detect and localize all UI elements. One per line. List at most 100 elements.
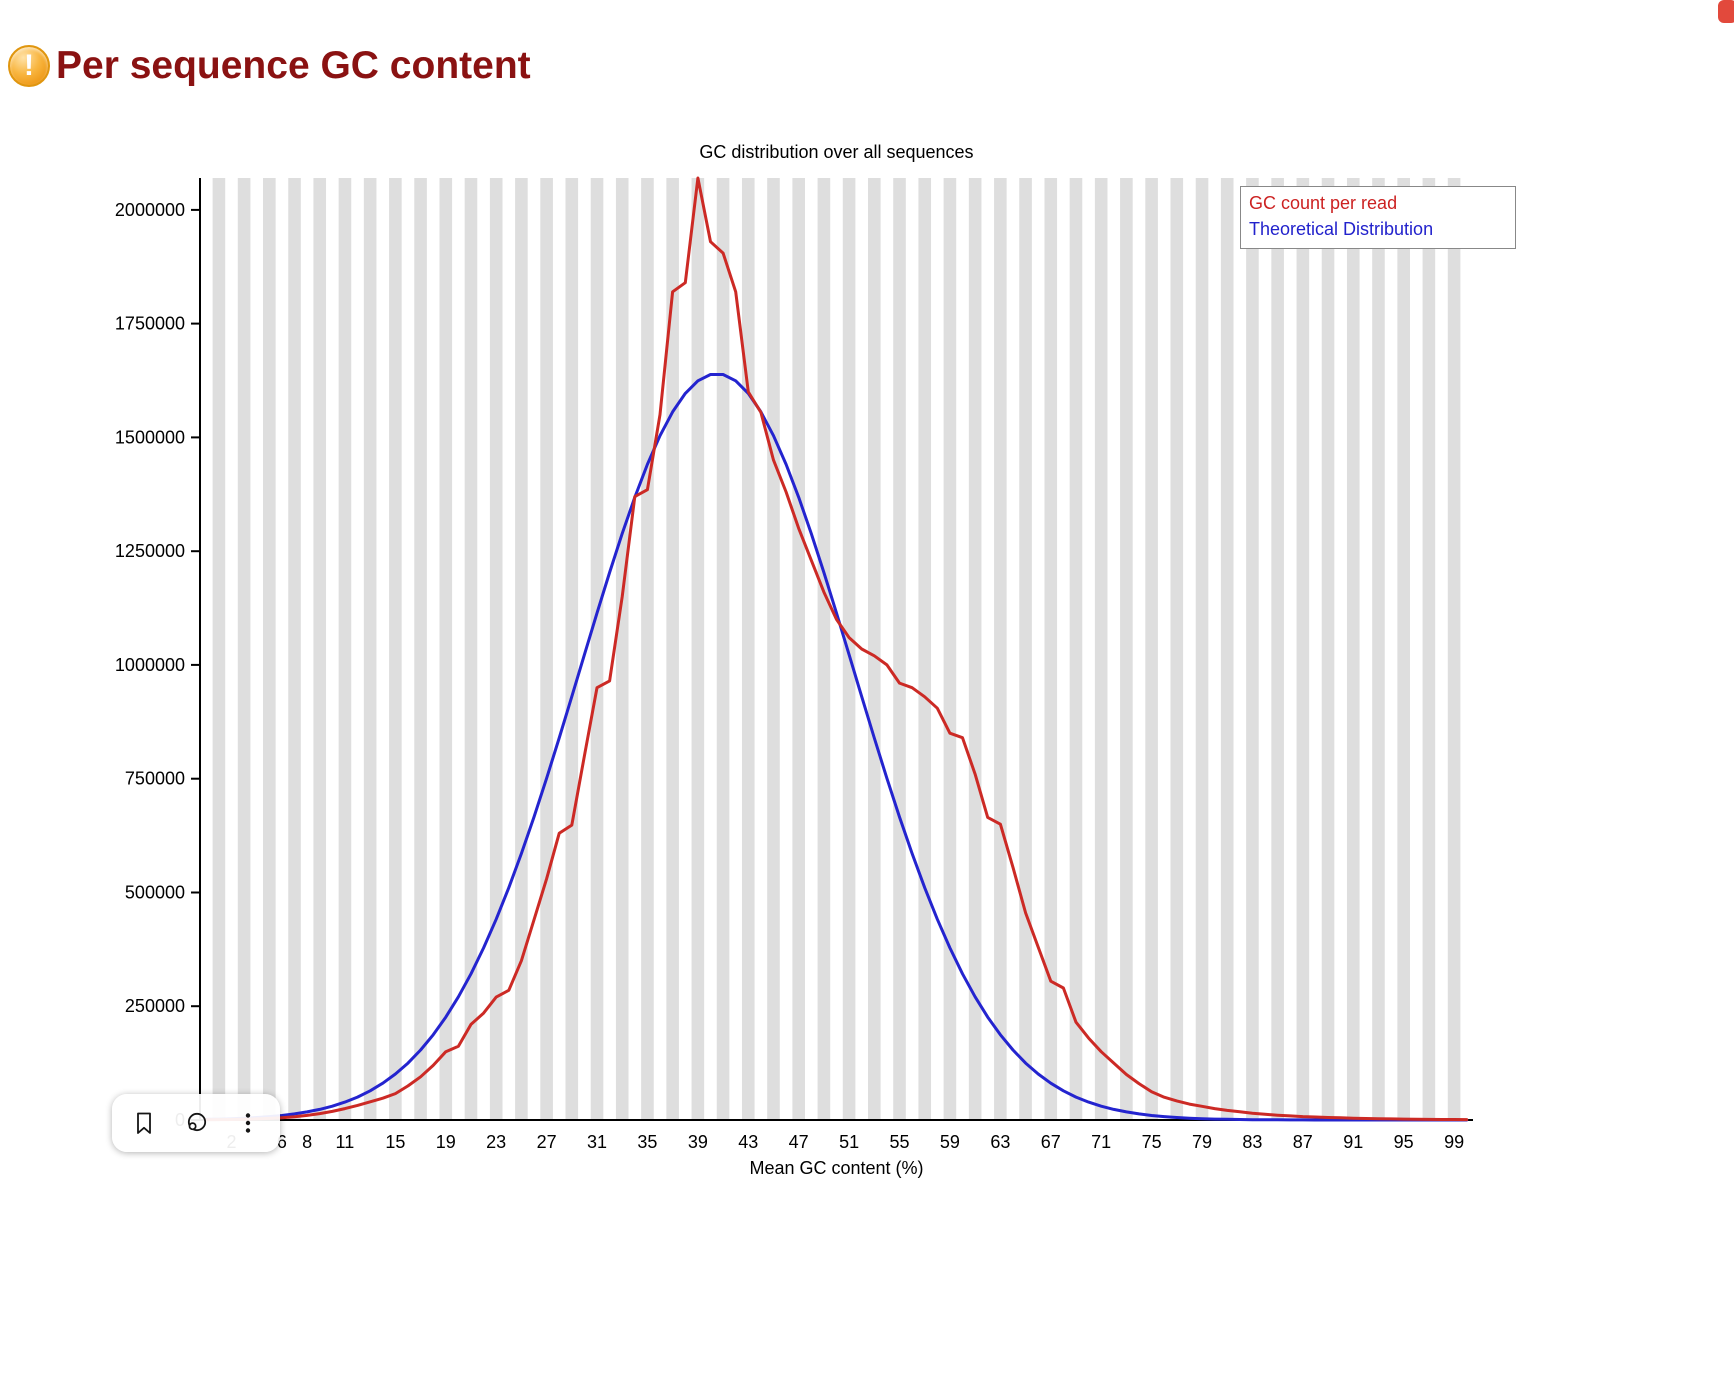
y-tick-label: 2000000 <box>115 200 185 220</box>
grid-stripe <box>943 178 957 1120</box>
corner-red-fragment <box>1718 0 1734 23</box>
grid-stripe <box>1321 178 1335 1120</box>
y-tick-label: 750000 <box>125 769 185 789</box>
grid-stripe <box>994 178 1007 1120</box>
grid-stripe <box>389 178 402 1120</box>
grid-stripe <box>767 178 780 1120</box>
grid-stripe <box>565 178 579 1120</box>
x-tick-label: 91 <box>1343 1132 1363 1152</box>
x-tick-label: 55 <box>889 1132 909 1152</box>
legend-entry-theoretical: Theoretical Distribution <box>1249 219 1434 240</box>
grid-stripe <box>1120 178 1133 1120</box>
grid-stripe <box>792 178 805 1120</box>
legend: GC count per read Theoretical Distributi… <box>1240 186 1516 250</box>
x-tick-label: 71 <box>1091 1132 1111 1152</box>
x-tick-label: 8 <box>302 1132 312 1152</box>
grid-stripe <box>1170 178 1184 1120</box>
grid-stripe <box>1346 178 1360 1120</box>
grid-stripe <box>515 178 528 1120</box>
grid-stripe <box>1271 178 1284 1120</box>
grid-stripe <box>1422 178 1436 1120</box>
y-tick-label: 1000000 <box>115 655 185 675</box>
x-tick-label: 67 <box>1041 1132 1061 1152</box>
x-tick-label: 27 <box>537 1132 557 1152</box>
grid-stripe <box>338 178 352 1120</box>
warning-icon: ! <box>8 45 50 87</box>
series-line-theoretical <box>204 373 1469 1122</box>
grid-stripe <box>1447 178 1461 1120</box>
grid-stripe <box>1397 178 1410 1120</box>
x-axis-title: Mean GC content (%) <box>749 1158 924 1178</box>
section-header: ! Per sequence GC content <box>8 44 531 88</box>
grid-stripe <box>666 178 679 1120</box>
x-tick-label: 23 <box>486 1132 506 1152</box>
y-tick-label: 250000 <box>125 996 185 1016</box>
legend-entry-gc-count: GC count per read <box>1249 193 1398 213</box>
chart-title: GC distribution over all sequences <box>699 142 974 162</box>
more-vertical-icon[interactable] <box>231 1106 265 1140</box>
grid-stripe <box>842 178 856 1120</box>
x-tick-label: 83 <box>1242 1132 1262 1152</box>
grid-stripe <box>540 178 553 1120</box>
bookmark-icon[interactable] <box>127 1106 161 1140</box>
x-tick-label: 95 <box>1394 1132 1414 1152</box>
grid-stripe <box>1372 178 1385 1120</box>
grid-stripe <box>968 178 982 1120</box>
overlay-toolbar <box>112 1094 280 1152</box>
x-tick-label: 63 <box>990 1132 1010 1152</box>
grid-stripe <box>741 178 755 1120</box>
x-tick-label: 79 <box>1192 1132 1212 1152</box>
page-title: Per sequence GC content <box>56 44 531 87</box>
grid-stripe <box>212 178 226 1120</box>
x-tick-label: 31 <box>587 1132 607 1152</box>
y-tick-label: 500000 <box>125 883 185 903</box>
x-tick-label: 75 <box>1142 1132 1162 1152</box>
grid-stripe <box>641 178 654 1120</box>
x-tick-label: 99 <box>1444 1132 1464 1152</box>
grid-stripe <box>918 178 932 1120</box>
x-tick-label: 47 <box>789 1132 809 1152</box>
grid-stripe <box>691 178 705 1120</box>
grid-stripe <box>615 178 629 1120</box>
grid-stripe <box>716 178 730 1120</box>
grid-stripe <box>313 178 327 1120</box>
grid-stripe <box>1094 178 1108 1120</box>
x-tick-label: 15 <box>385 1132 405 1152</box>
x-tick-label: 87 <box>1293 1132 1313 1152</box>
grid-stripe <box>1246 178 1259 1120</box>
x-tick-label: 39 <box>688 1132 708 1152</box>
x-tick-label: 59 <box>940 1132 960 1152</box>
x-tick-label: 6 <box>277 1132 287 1152</box>
x-tick-label: 11 <box>336 1132 355 1152</box>
grid-stripe <box>1145 178 1158 1120</box>
grid-stripe <box>817 178 831 1120</box>
warning-glyph: ! <box>24 49 34 82</box>
x-tick-label: 19 <box>436 1132 456 1152</box>
grid-stripe <box>489 178 503 1120</box>
y-tick-label: 1250000 <box>115 541 185 561</box>
y-tick-label: 1500000 <box>115 427 185 447</box>
y-tick-label: 1750000 <box>115 314 185 334</box>
grid-stripe <box>1220 178 1234 1120</box>
grid-stripe <box>288 178 301 1120</box>
grid-stripe <box>1195 178 1209 1120</box>
x-tick-label: 51 <box>839 1132 859 1152</box>
grid-stripe <box>237 178 251 1120</box>
grid-stripe <box>439 178 453 1120</box>
lens-icon[interactable] <box>179 1106 213 1140</box>
grid-stripe <box>1019 178 1032 1120</box>
grid-stripe <box>263 178 276 1120</box>
grid-stripe <box>1044 178 1058 1120</box>
grid-stripe <box>893 178 906 1120</box>
grid-stripe <box>363 178 377 1120</box>
grid-stripe <box>868 178 881 1120</box>
grid-stripe <box>414 178 427 1120</box>
grid-stripe <box>1069 178 1083 1120</box>
x-tick-label: 35 <box>637 1132 657 1152</box>
x-tick-label: 43 <box>738 1132 758 1152</box>
grid-stripe <box>1296 178 1310 1120</box>
grid-stripe <box>590 178 604 1120</box>
series-line-gc-count <box>204 176 1469 1122</box>
grid-stripe <box>464 178 478 1120</box>
